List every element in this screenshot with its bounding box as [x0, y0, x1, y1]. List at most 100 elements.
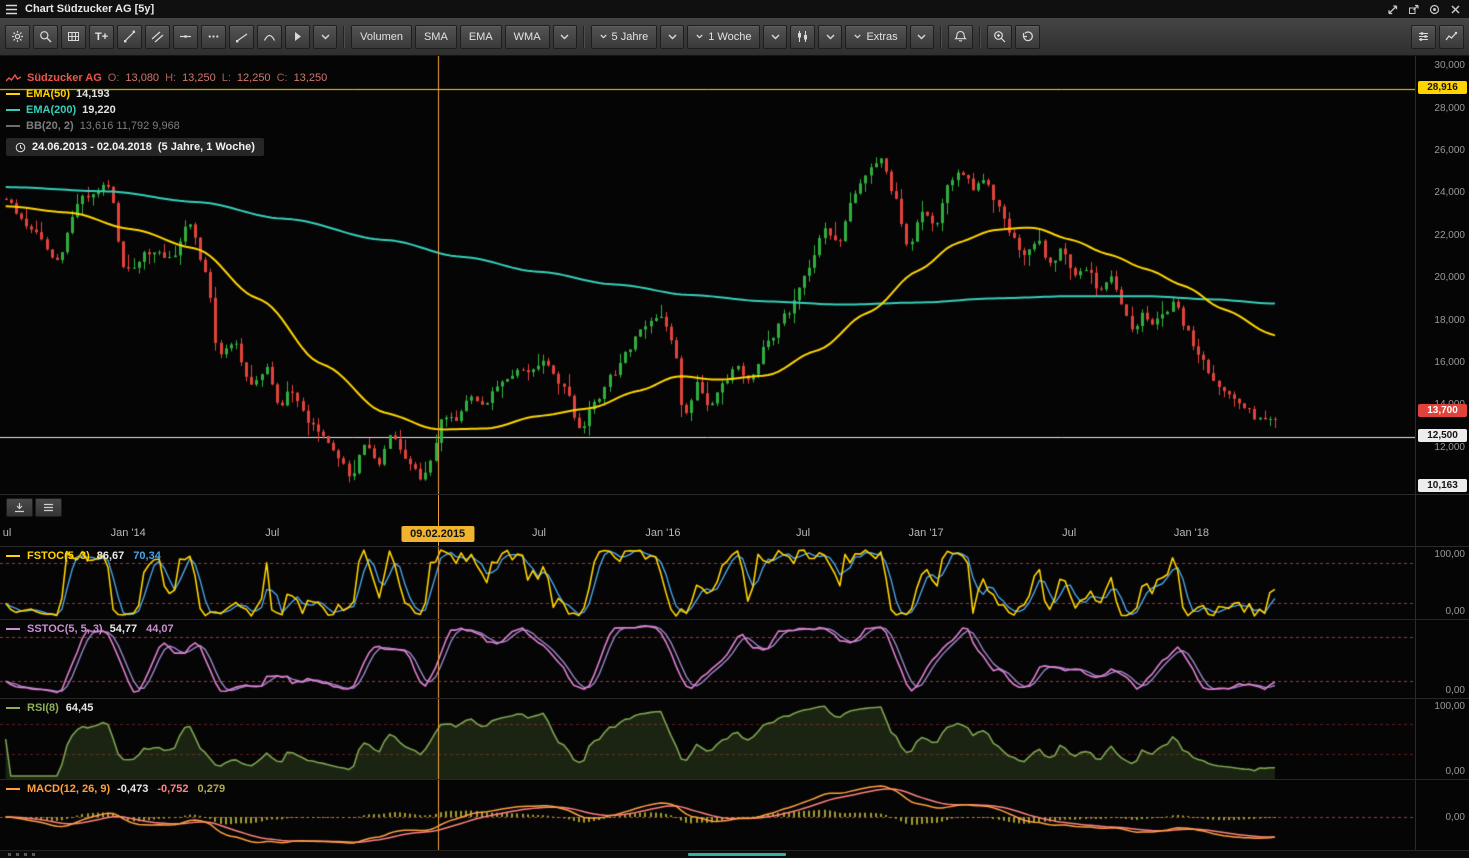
sstoc-chart-canvas[interactable] [0, 620, 1415, 698]
more-drawings-button[interactable] [201, 25, 226, 49]
text-tool-button[interactable]: T+ [89, 25, 114, 49]
axis-label-zero: 0,00 [1446, 812, 1465, 823]
indicator-settings-button[interactable] [1411, 25, 1436, 49]
sstoc-legend[interactable]: SSTOC(5, 5, 3) 54,7744,07 [6, 623, 183, 635]
scrollbar-thumb[interactable] [688, 853, 786, 856]
period-dropdown-button[interactable] [660, 25, 684, 49]
time-tick: Jul [796, 527, 810, 539]
sstoc-values: 54,7744,07 [110, 623, 183, 635]
menu-icon[interactable] [5, 4, 18, 15]
caret-down-icon [826, 34, 835, 40]
volumen-button[interactable]: Volumen [351, 25, 412, 49]
price-tick: 28,000 [1434, 103, 1465, 114]
undo-button[interactable] [1015, 25, 1040, 49]
macd-value: -0,473 [117, 783, 148, 795]
caret-down-icon [854, 34, 861, 39]
ema50-value: 14,193 [76, 88, 110, 100]
window-title: Chart Südzucker AG [5y] [25, 3, 154, 15]
time-tick: ul [3, 527, 12, 539]
interval-select[interactable]: 1 Woche [687, 25, 760, 49]
price-tick: 12,000 [1434, 442, 1465, 453]
panel-fstoc: FSTOC(5, 3) 86,6770,34 100,00 0,00 [0, 547, 1469, 620]
caret-down-icon [560, 34, 569, 40]
alert-bell-button[interactable] [948, 25, 973, 49]
instrument-legend[interactable]: Südzucker AG O:13,080 H:13,250 L:12,250 … [6, 70, 327, 86]
time-tick: Jan '16 [645, 527, 680, 539]
time-axis[interactable]: ulJan '14JulJulJan '16JulJan '17JulJan '… [0, 495, 1469, 547]
grid-icon [67, 30, 80, 43]
compare-chart-button[interactable] [1439, 25, 1464, 49]
sstoc-value-axis[interactable]: 0,00 [1415, 620, 1469, 698]
chart-type-dropdown-button[interactable] [818, 25, 842, 49]
main-chart: Südzucker AG O:13,080 H:13,250 L:12,250 … [0, 56, 1469, 495]
macd-label: MACD(12, 26, 9) [27, 783, 110, 795]
wma-button[interactable]: WMA [505, 25, 550, 49]
panel-macd: MACD(12, 26, 9) -0,473-0,7520,279 0,00 [0, 780, 1469, 851]
settings-gear-button[interactable] [5, 25, 30, 49]
axis-label-bottom: 0,00 [1446, 606, 1465, 617]
page-dot[interactable] [32, 853, 35, 856]
rsi-legend[interactable]: RSI(8) 64,45 [6, 702, 102, 714]
ema200-legend[interactable]: EMA(200) 19,220 [6, 102, 327, 118]
price-tick: 16,000 [1434, 357, 1465, 368]
expand-icon[interactable] [1387, 4, 1398, 15]
price-label-chip: 12,500 [1418, 429, 1467, 442]
sliders-icon [1417, 30, 1430, 43]
ema-button[interactable]: EMA [460, 25, 502, 49]
record-icon[interactable] [1429, 4, 1440, 15]
zoom-in-button[interactable] [987, 25, 1012, 49]
rsi-chart-canvas[interactable] [0, 699, 1415, 779]
ray-tool-button[interactable] [229, 25, 254, 49]
price-axis[interactable]: 30,00028,00026,00024,00022,00020,00018,0… [1415, 56, 1469, 494]
sma-button[interactable]: SMA [415, 25, 457, 49]
channel-icon [151, 30, 164, 43]
ema200-line-sample [6, 109, 20, 111]
period-select[interactable]: 5 Jahre [591, 25, 658, 49]
candlestick-icon [796, 30, 809, 43]
period-label: 5 Jahre [612, 31, 649, 43]
fstoc-chart-canvas[interactable] [0, 547, 1415, 619]
interval-dropdown-button[interactable] [763, 25, 787, 49]
trendline-tool-button[interactable] [117, 25, 142, 49]
page-dot[interactable] [16, 853, 19, 856]
page-dot[interactable] [24, 853, 27, 856]
macd-value-axis[interactable]: 0,00 [1415, 780, 1469, 850]
time-tick: Jul [1062, 527, 1076, 539]
close-icon[interactable] [1450, 4, 1461, 15]
line-chart-icon [1445, 30, 1458, 43]
cursor-date-chip: 09.02.2015 [401, 526, 474, 542]
undo-icon [1021, 30, 1034, 43]
fstoc-label: FSTOC(5, 3) [27, 550, 90, 562]
macd-values: -0,473-0,7520,279 [117, 783, 234, 795]
zoom-tool-button[interactable] [33, 25, 58, 49]
macd-legend[interactable]: MACD(12, 26, 9) -0,473-0,7520,279 [6, 783, 234, 795]
page-dot[interactable] [8, 853, 11, 856]
ema50-legend[interactable]: EMA(50) 14,193 [6, 86, 327, 102]
price-tick: 22,000 [1434, 230, 1465, 241]
caret-down-icon [917, 34, 926, 40]
extras-dropdown-button[interactable] [910, 25, 934, 49]
caret-down-icon [668, 34, 677, 40]
pointer-tool-button[interactable] [285, 25, 310, 49]
arc-tool-button[interactable] [257, 25, 282, 49]
macd-value: 0,279 [198, 783, 226, 795]
horizontal-line-tool-button[interactable] [173, 25, 198, 49]
bottom-scrollbar[interactable] [0, 851, 1469, 858]
tools-dropdown-button[interactable] [313, 25, 337, 49]
bollinger-legend[interactable]: BB(20, 2) 13,616 11,792 9,968 [6, 118, 327, 134]
fstoc-value-axis[interactable]: 100,00 0,00 [1415, 547, 1469, 619]
rsi-value-axis[interactable]: 100,00 0,00 [1415, 699, 1469, 779]
grid-button[interactable] [61, 25, 86, 49]
extras-button[interactable]: Extras [845, 25, 906, 49]
chart-type-button[interactable] [790, 25, 815, 49]
fstoc-line-sample [6, 555, 20, 557]
date-range-text: 24.06.2013 - 02.04.2018 [32, 141, 152, 153]
instrument-name: Südzucker AG [27, 72, 102, 84]
popout-icon[interactable] [1408, 4, 1419, 15]
text-tool-icon: T+ [95, 31, 108, 43]
fstoc-legend[interactable]: FSTOC(5, 3) 86,6770,34 [6, 550, 170, 562]
channel-tool-button[interactable] [145, 25, 170, 49]
pointer-icon [291, 30, 304, 43]
axis-label-bottom: 0,00 [1446, 766, 1465, 777]
indicator-dropdown-button[interactable] [553, 25, 577, 49]
